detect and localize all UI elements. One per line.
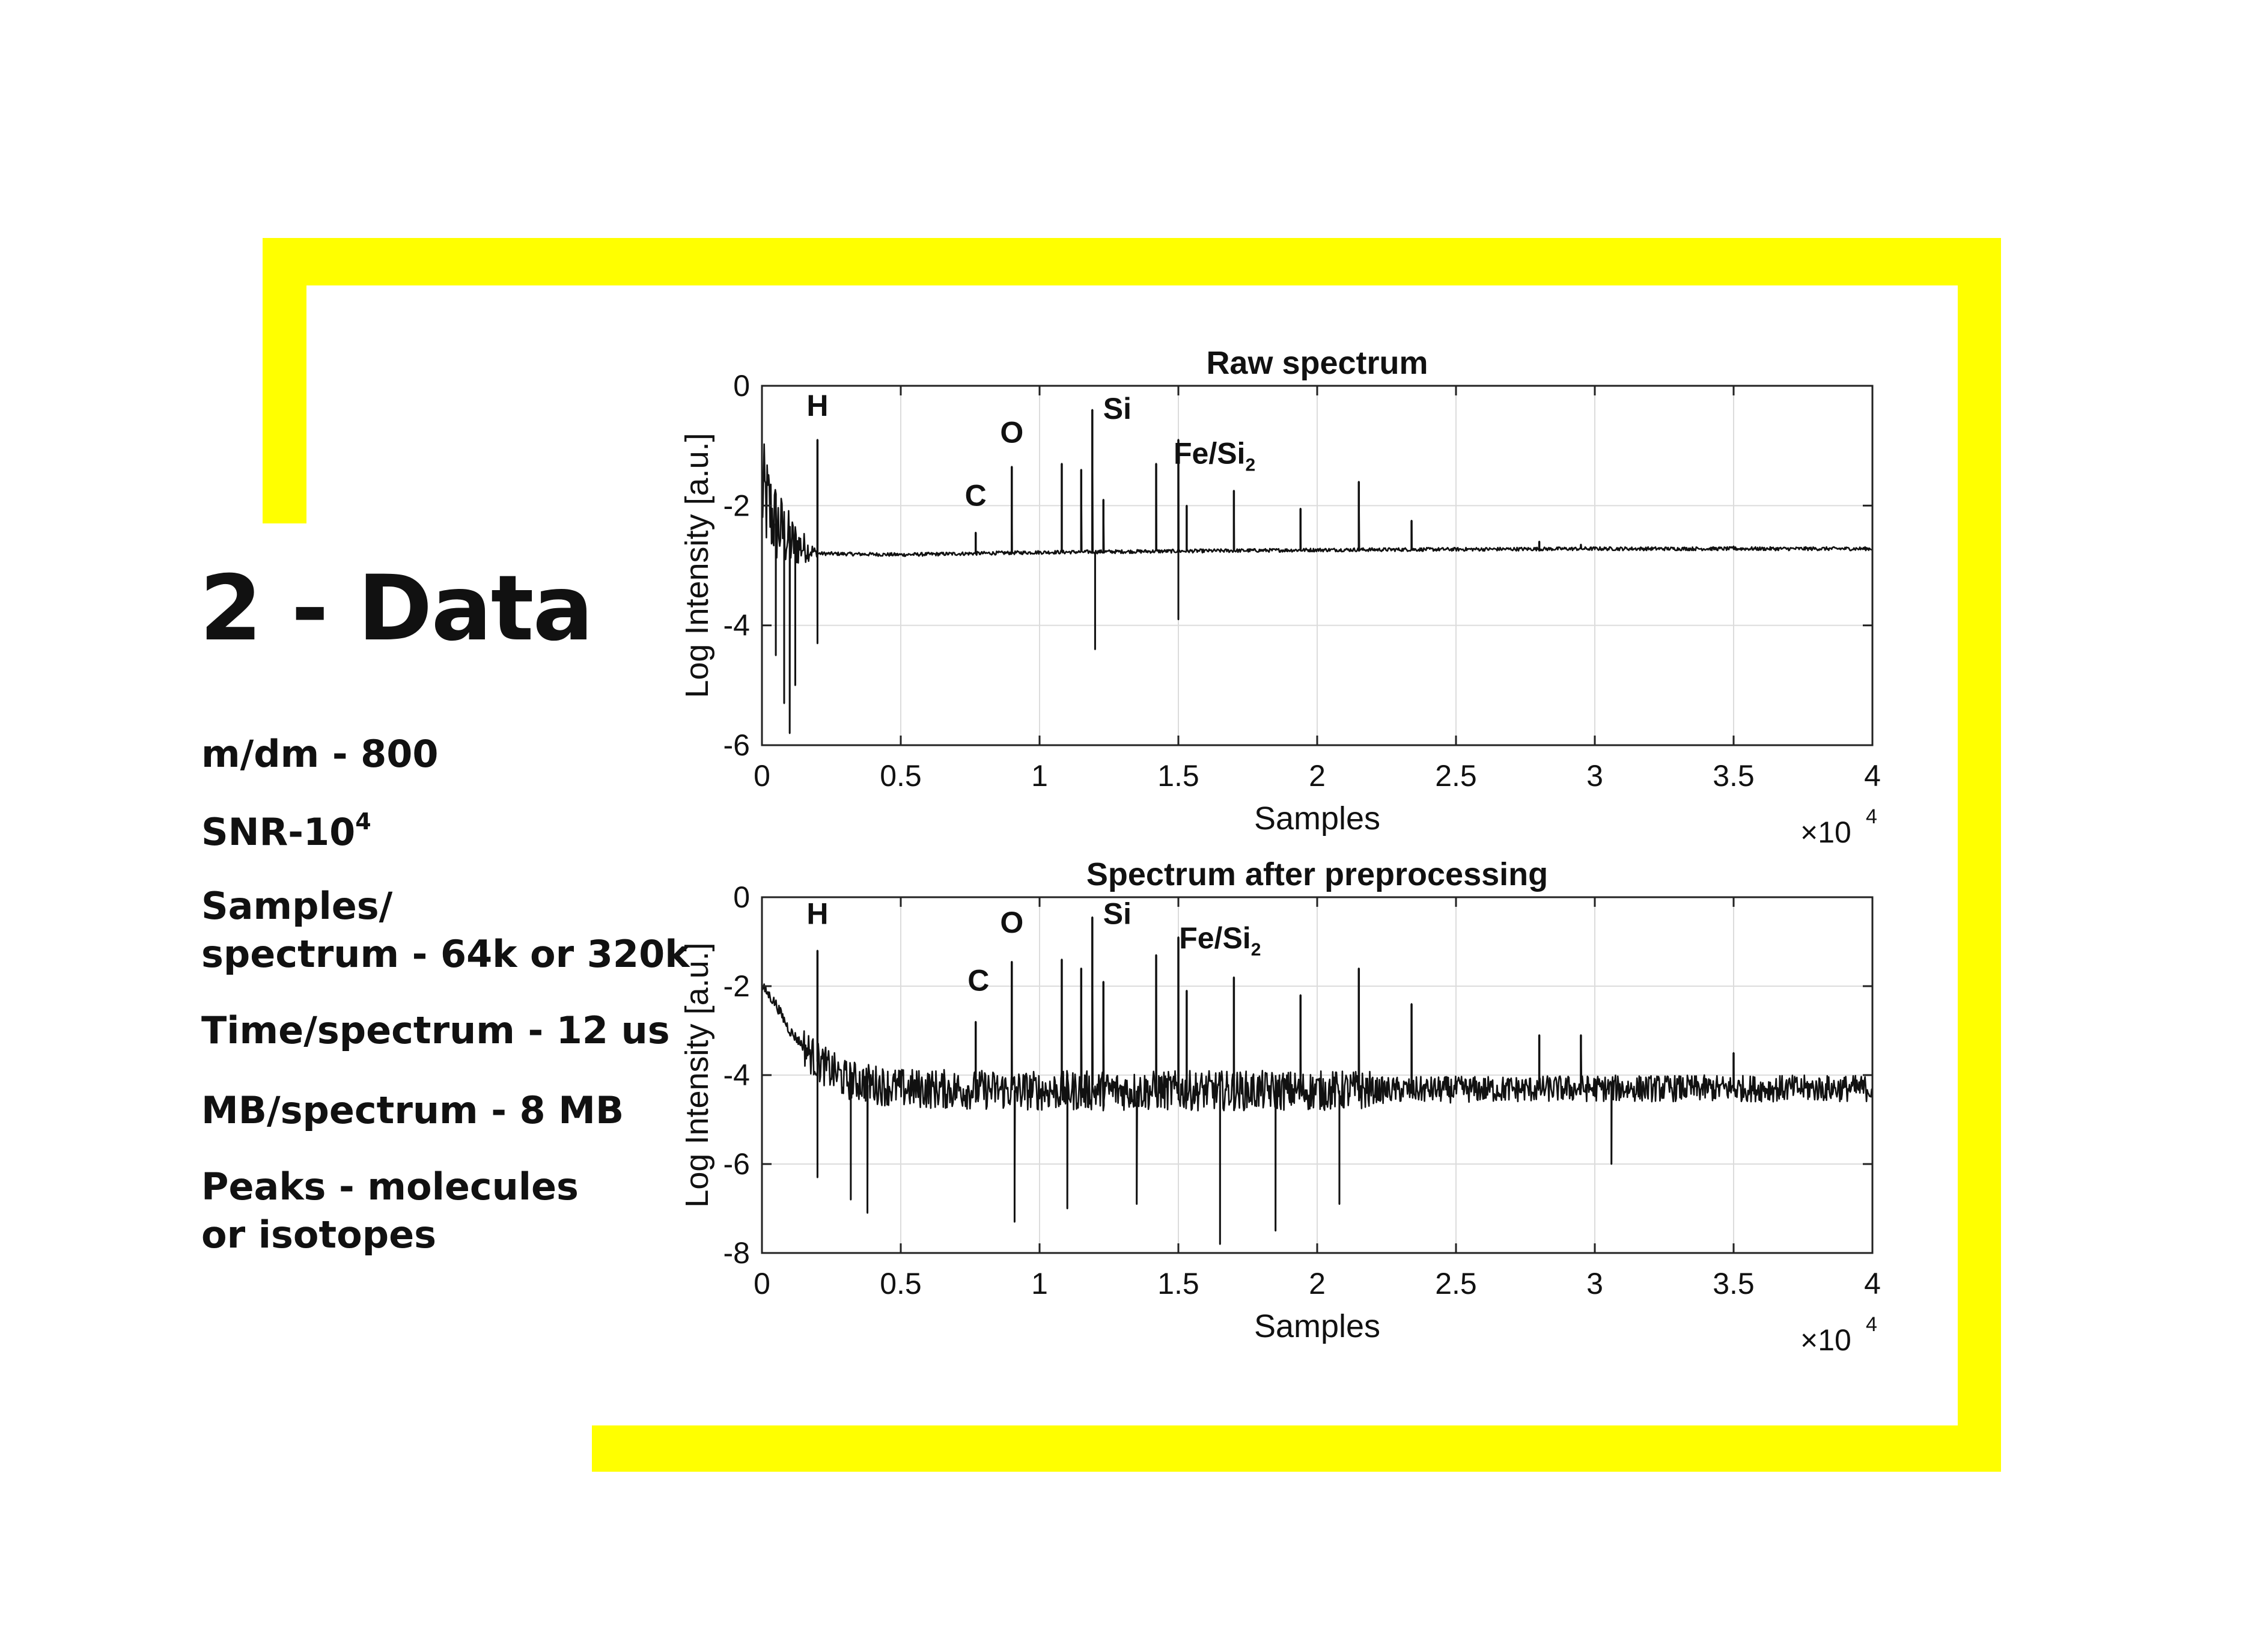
x-tick-label: 3.5	[1713, 1267, 1755, 1300]
x-tick-label: 3.5	[1713, 759, 1755, 793]
x-axis-label: Samples	[1254, 1308, 1380, 1344]
peak-annotation: C	[965, 478, 987, 512]
x-tick-label: 0	[754, 759, 770, 793]
y-tick-label: -4	[723, 609, 750, 642]
spec-size: MB/spectrum - 8 MB	[201, 1087, 624, 1135]
preprocessed-spectrum-chart: 0 0.5 1 1.5 2 2.5 3 3.5 4 0 -2 -4 -6 -8 Spectrum after…	[679, 856, 1881, 1357]
y-tick-label: -6	[723, 728, 750, 762]
peak-annotation: H	[806, 389, 828, 422]
spec-line: m/dm - 800	[201, 732, 439, 776]
x-axis-label: Samples	[1254, 800, 1380, 837]
spec-line: Samples/	[201, 884, 393, 928]
spec-time: Time/spectrum - 12 us	[201, 1007, 670, 1055]
x-tick-label: 0.5	[880, 759, 922, 793]
peak-annotation: C	[967, 963, 989, 997]
x-axis-multiplier-exponent: 4	[1866, 805, 1877, 828]
frame-right-bar	[1958, 238, 2001, 1472]
peak-annotation: Si	[1103, 392, 1132, 425]
y-tick-label: -6	[723, 1147, 750, 1181]
spec-line: Peaks - molecules	[201, 1165, 579, 1209]
x-tick-label: 2	[1309, 1267, 1326, 1300]
y-axis-label: Log Intensity [a.u.]	[679, 942, 715, 1207]
frame-top-bar	[263, 238, 2001, 285]
x-tick-label: 1	[1031, 1267, 1048, 1300]
x-tick-label: 0.5	[880, 1267, 922, 1300]
spec-mass-resolution: m/dm - 800	[201, 730, 439, 778]
spec-line: spectrum - 64k or 320k	[201, 932, 690, 976]
x-tick-label: 2.5	[1435, 1267, 1477, 1300]
y-tick-label: 0	[733, 880, 750, 914]
x-tick-label: 4	[1864, 1267, 1881, 1300]
spec-line: Time/spectrum - 12 us	[201, 1008, 670, 1052]
peak-annotation: O	[1000, 416, 1023, 450]
x-tick-label: 0	[754, 1267, 770, 1300]
frame-left-bar	[263, 238, 306, 523]
spec-line: SNR-10	[201, 810, 356, 854]
y-tick-label: -4	[723, 1058, 750, 1092]
y-tick-label: 0	[733, 369, 750, 403]
x-axis-multiplier: ×10	[1800, 1323, 1851, 1357]
spec-peaks: Peaks - molecules or isotopes	[201, 1163, 579, 1259]
x-tick-label: 1.5	[1157, 759, 1199, 793]
frame-bottom-bar	[592, 1425, 2001, 1472]
spec-samples: Samples/ spectrum - 64k or 320k	[201, 882, 689, 978]
spectrum-line	[761, 916, 1874, 1245]
peak-annotation: O	[1000, 906, 1023, 939]
y-axis-label: Log Intensity [a.u.]	[679, 433, 715, 698]
x-tick-label: 2	[1309, 759, 1326, 793]
x-tick-label: 4	[1864, 759, 1881, 793]
spec-snr: SNR-104	[201, 808, 371, 856]
spec-line: or isotopes	[201, 1213, 437, 1257]
x-axis-multiplier-exponent: 4	[1866, 1313, 1877, 1336]
raw-spectrum-chart: 0 0.5 1 1.5 2 2.5 3 3.5 4 0 -2 -4 -6 Raw spectrum Samp…	[679, 345, 1881, 849]
annotation-subscript: 2	[1251, 940, 1261, 960]
spec-line: MB/spectrum - 8 MB	[201, 1088, 624, 1132]
x-tick-label: 1	[1031, 759, 1048, 793]
peak-annotation: Si	[1103, 897, 1132, 930]
spec-superscript: 4	[355, 808, 371, 835]
peak-annotation: Fe/Si2	[1179, 921, 1261, 960]
x-tick-label: 3	[1586, 1267, 1603, 1300]
x-tick-label: 1.5	[1157, 1267, 1199, 1300]
y-tick-label: -2	[723, 969, 750, 1003]
chart-title: Raw spectrum	[1206, 345, 1428, 381]
y-tick-label: -2	[723, 489, 750, 522]
y-tick-label: -8	[723, 1236, 750, 1270]
annotation-subscript: 2	[1245, 456, 1255, 475]
chart-title: Spectrum after preprocessing	[1086, 856, 1548, 892]
peak-annotation: H	[806, 897, 828, 930]
x-tick-label: 3	[1586, 759, 1603, 793]
peak-annotation: Fe/Si2	[1174, 437, 1255, 475]
spectrum-line	[761, 409, 1873, 734]
x-axis-multiplier: ×10	[1800, 815, 1851, 849]
page-heading: 2 - Data	[200, 556, 594, 661]
x-tick-label: 2.5	[1435, 759, 1477, 793]
